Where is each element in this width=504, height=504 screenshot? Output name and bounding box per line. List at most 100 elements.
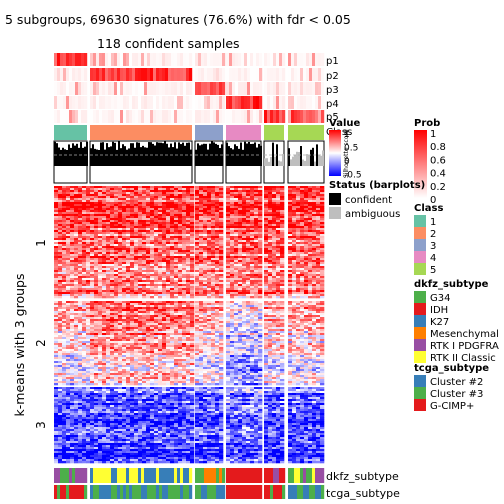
silhouette-bar: [278, 160, 280, 166]
heatmap-cell: [268, 266, 273, 269]
heatmap-cell: [162, 188, 167, 191]
heatmap-cell: [98, 311, 103, 314]
heatmap-cell: [242, 321, 247, 324]
prob-cell: [247, 82, 251, 95]
heatmap-cell: [207, 194, 212, 197]
heatmap-cell: [178, 272, 183, 275]
heatmap-cell: [211, 264, 216, 267]
heatmap-cell: [272, 222, 277, 225]
heatmap-cell: [296, 260, 301, 263]
heatmap-cell: [178, 230, 183, 233]
heatmap-cell: [62, 214, 67, 217]
heatmap-cell: [264, 194, 269, 197]
heatmap-cell: [146, 260, 151, 263]
heatmap-cell: [268, 212, 273, 215]
heatmap-cell: [138, 212, 143, 215]
heatmap-cell: [126, 280, 131, 283]
heatmap-cell: [258, 220, 263, 223]
heatmap-cell: [102, 204, 107, 207]
prob-cell: [96, 82, 100, 95]
heatmap-cell: [272, 323, 277, 326]
heatmap-cell: [268, 292, 273, 295]
heatmap-cell: [74, 305, 79, 308]
heatmap-cell: [320, 220, 325, 223]
heatmap-cell: [190, 226, 195, 229]
heatmap-cell: [126, 315, 131, 318]
prob-cell: [168, 96, 172, 109]
heatmap-cell: [118, 270, 123, 273]
heatmap-cell: [300, 256, 305, 259]
heatmap-cell: [146, 188, 151, 191]
heatmap-cell: [94, 323, 99, 326]
heatmap-cell: [304, 212, 309, 215]
heatmap-cell: [268, 315, 273, 318]
heatmap-cell: [90, 266, 95, 269]
heatmap-cell: [74, 200, 79, 203]
heatmap-cell: [182, 186, 187, 189]
heatmap-cell: [258, 284, 263, 287]
heatmap-cell: [146, 311, 151, 314]
heatmap-cell: [110, 230, 115, 233]
heatmap-cell: [122, 290, 127, 293]
prob-cell: [264, 82, 268, 95]
heatmap-cell: [158, 278, 163, 281]
heatmap-cell: [300, 240, 305, 243]
heatmap-cell: [226, 192, 231, 195]
heatmap-cell: [296, 208, 301, 211]
silhouette-bar: [234, 144, 236, 166]
heatmap-cell: [292, 186, 297, 189]
heatmap-cell: [98, 230, 103, 233]
heatmap-cell: [268, 242, 273, 245]
heatmap-cell: [186, 248, 191, 251]
heatmap-cell: [118, 280, 123, 283]
heatmap-cell: [170, 234, 175, 237]
heatmap-cell: [276, 262, 281, 265]
heatmap-cell: [292, 212, 297, 215]
heatmap-cell: [134, 198, 139, 201]
prob-cell: [105, 110, 109, 123]
heatmap-cell: [304, 204, 309, 207]
heatmap-cell: [146, 266, 151, 269]
prob-cell: [189, 96, 193, 109]
heatmap-cell: [186, 315, 191, 318]
heatmap-cell: [58, 254, 63, 257]
heatmap-cell: [62, 317, 67, 320]
heatmap-cell: [219, 319, 224, 322]
heatmap-cell: [230, 190, 235, 193]
heatmap-cell: [316, 204, 321, 207]
heatmap-cell: [122, 236, 127, 239]
heatmap-cell: [138, 323, 143, 326]
heatmap-cell: [215, 309, 220, 312]
heatmap-cell: [190, 311, 195, 314]
heatmap-cell: [234, 224, 239, 227]
heatmap-cell: [199, 321, 204, 324]
heatmap-cell: [308, 250, 313, 253]
heatmap-cell: [102, 323, 107, 326]
heatmap-cell: [154, 315, 159, 318]
prob-cell: [120, 82, 124, 95]
heatmap-cell: [211, 323, 216, 326]
heatmap-cell: [190, 242, 195, 245]
heatmap-cell: [142, 252, 147, 255]
heatmap-cell: [312, 258, 317, 261]
heatmap-cell: [162, 311, 167, 314]
heatmap-cell: [182, 216, 187, 219]
heatmap-cell: [130, 260, 135, 263]
heatmap-cell: [122, 212, 127, 215]
heatmap-cell: [146, 216, 151, 219]
heatmap-cell: [199, 206, 204, 209]
heatmap-cell: [110, 228, 115, 231]
prob-cell: [90, 68, 94, 81]
heatmap-cell: [316, 307, 321, 310]
prob-cell: [312, 68, 316, 81]
heatmap-cell: [264, 244, 269, 247]
heatmap-cell: [74, 286, 79, 289]
heatmap-cell: [211, 230, 216, 233]
heatmap-cell: [254, 220, 259, 223]
heatmap-cell: [226, 212, 231, 215]
heatmap-cell: [238, 272, 243, 275]
heatmap-cell: [166, 226, 171, 229]
heatmap-cell: [82, 272, 87, 275]
heatmap-cell: [170, 309, 175, 312]
heatmap-cell: [146, 268, 151, 271]
